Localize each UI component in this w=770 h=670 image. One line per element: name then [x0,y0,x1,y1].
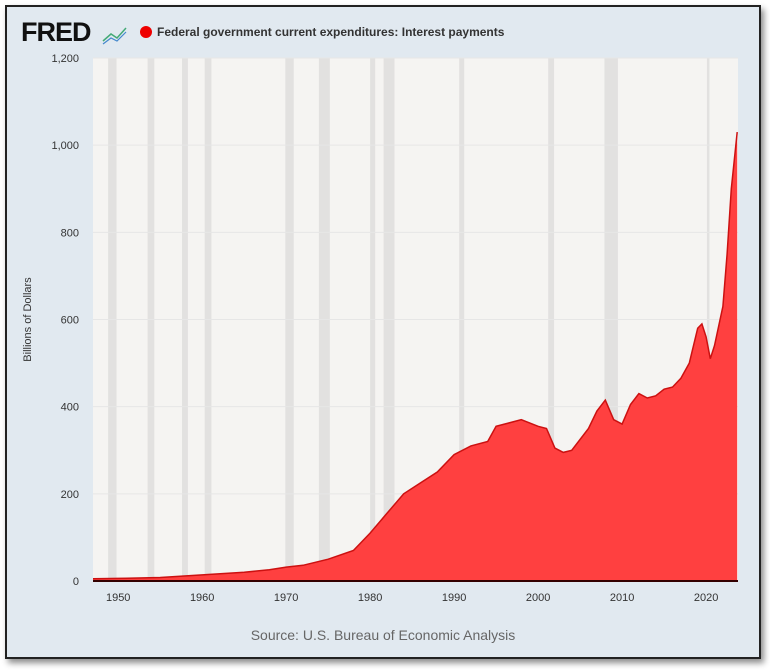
x-tick-label: 1980 [358,592,382,604]
series-line [92,132,738,580]
x-tick-label: 2020 [694,592,718,604]
logo-graph-icon [102,27,127,45]
x-tick-label: 1990 [442,592,466,604]
y-tick-label: 1,000 [51,140,79,152]
y-tick-label: 400 [61,402,79,414]
x-tick-label: 1970 [274,592,298,604]
y-tick-label: 0 [73,576,79,588]
y-tick-label: 200 [61,489,79,501]
series-legend-dot [140,26,152,38]
series-area [93,132,738,581]
x-tick-label: 1960 [190,592,214,604]
fred-logo[interactable]: FRED [21,17,91,47]
x-tick-label: 2010 [610,592,634,604]
y-axis-label: Billions of Dollars [22,277,34,362]
source-note: Source: U.S. Bureau of Economic Analysis [250,627,516,643]
y-tick-label: 600 [61,315,79,327]
y-tick-label: 1,200 [51,53,79,65]
y-tick-label: 800 [61,227,79,239]
x-tick-label: 2000 [526,592,550,604]
chart-title: Federal government current expenditures:… [157,25,505,39]
chart-frame: FRED Federal government current expendit… [5,5,761,659]
chart-plot: 0 200 400 600 800 1,000 1,200 1950 1960 1970 1980 1… [22,53,738,604]
x-tick-label: 1950 [106,592,130,604]
